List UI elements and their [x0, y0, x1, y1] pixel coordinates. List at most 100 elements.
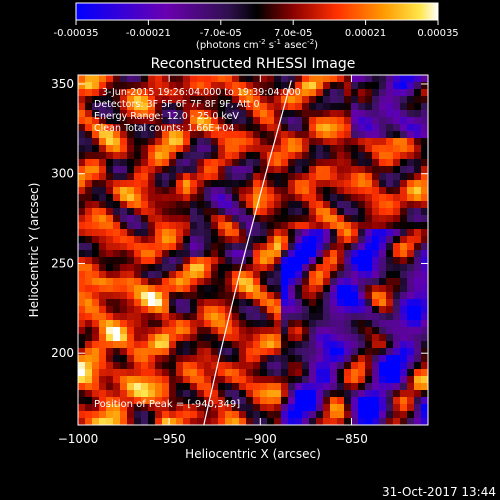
heatmap-cell — [197, 362, 204, 369]
heatmap-cell — [232, 194, 239, 201]
heatmap-cell — [155, 89, 162, 96]
heatmap-cell — [99, 362, 106, 369]
heatmap-cell — [358, 194, 365, 201]
heatmap-cell — [183, 159, 190, 166]
heatmap-cell — [274, 376, 281, 383]
heatmap-cell — [211, 194, 218, 201]
heatmap-cell — [225, 159, 232, 166]
heatmap-cell — [113, 75, 120, 82]
heatmap-cell — [127, 152, 134, 159]
heatmap-cell — [232, 180, 239, 187]
heatmap-cell — [127, 327, 134, 334]
heatmap-cell — [267, 418, 274, 425]
heatmap-cell — [232, 187, 239, 194]
heatmap-cell — [379, 152, 386, 159]
heatmap-cell — [113, 285, 120, 292]
heatmap-cell — [288, 215, 295, 222]
heatmap-cell — [393, 131, 400, 138]
heatmap-cell — [267, 320, 274, 327]
heatmap-cell — [232, 82, 239, 89]
heatmap-cell — [127, 418, 134, 425]
heatmap-cell — [253, 362, 260, 369]
heatmap-cell — [260, 404, 267, 411]
heatmap-cell — [407, 348, 414, 355]
heatmap-cell — [99, 236, 106, 243]
heatmap-cell — [246, 152, 253, 159]
heatmap-cell — [260, 75, 267, 82]
heatmap-cell — [288, 411, 295, 418]
heatmap-cell — [365, 152, 372, 159]
heatmap-cell — [183, 292, 190, 299]
heatmap-cell — [260, 117, 267, 124]
heatmap-cell — [358, 264, 365, 271]
heatmap-cell — [274, 341, 281, 348]
heatmap-cell — [85, 264, 92, 271]
heatmap-cell — [393, 362, 400, 369]
heatmap-cell — [421, 215, 428, 222]
heatmap-cell — [358, 348, 365, 355]
heatmap-cell — [127, 96, 134, 103]
heatmap-cell — [323, 166, 330, 173]
heatmap-cell — [99, 138, 106, 145]
heatmap-cell — [414, 159, 421, 166]
heatmap-cell — [330, 166, 337, 173]
heatmap-cell — [162, 327, 169, 334]
heatmap-cell — [351, 110, 358, 117]
heatmap-cell — [232, 110, 239, 117]
heatmap-cell — [295, 383, 302, 390]
heatmap-cell — [134, 285, 141, 292]
heatmap-cell — [162, 355, 169, 362]
heatmap-cell — [176, 348, 183, 355]
heatmap-cell — [211, 320, 218, 327]
heatmap-cell — [120, 250, 127, 257]
heatmap-cell — [295, 369, 302, 376]
heatmap-cell — [309, 110, 316, 117]
heatmap-cell — [386, 131, 393, 138]
heatmap-cell — [337, 320, 344, 327]
heatmap-cell — [253, 257, 260, 264]
heatmap-cell — [358, 327, 365, 334]
heatmap-cell — [134, 215, 141, 222]
heatmap-cell — [372, 313, 379, 320]
heatmap-cell — [274, 404, 281, 411]
heatmap-cell — [176, 411, 183, 418]
heatmap-cell — [106, 229, 113, 236]
heatmap-cell — [393, 110, 400, 117]
heatmap-cell — [148, 397, 155, 404]
heatmap-cell — [393, 96, 400, 103]
heatmap-cell — [204, 348, 211, 355]
heatmap-cell — [92, 173, 99, 180]
heatmap-cell — [253, 418, 260, 425]
heatmap-cell — [337, 194, 344, 201]
heatmap-cell — [239, 103, 246, 110]
heatmap-cell — [78, 117, 85, 124]
heatmap-cell — [302, 313, 309, 320]
heatmap-cell — [190, 369, 197, 376]
heatmap-cell — [211, 75, 218, 82]
heatmap-cell — [393, 201, 400, 208]
heatmap-cell — [197, 173, 204, 180]
heatmap-cell — [246, 306, 253, 313]
heatmap-cell — [197, 397, 204, 404]
heatmap-cell — [302, 75, 309, 82]
heatmap-cell — [414, 250, 421, 257]
heatmap-cell — [351, 299, 358, 306]
heatmap-cell — [204, 173, 211, 180]
heatmap-cell — [155, 383, 162, 390]
heatmap-cell — [92, 187, 99, 194]
heatmap-cell — [183, 341, 190, 348]
heatmap-cell — [99, 145, 106, 152]
heatmap-cell — [218, 278, 225, 285]
heatmap-cell — [393, 103, 400, 110]
heatmap-cell — [225, 327, 232, 334]
heatmap-cell — [281, 334, 288, 341]
heatmap-cell — [78, 131, 85, 138]
heatmap-cell — [323, 320, 330, 327]
heatmap-cell — [246, 124, 253, 131]
heatmap-cell — [162, 131, 169, 138]
heatmap-cell — [141, 271, 148, 278]
heatmap-cell — [239, 327, 246, 334]
heatmap-cell — [211, 306, 218, 313]
heatmap-cell — [176, 124, 183, 131]
